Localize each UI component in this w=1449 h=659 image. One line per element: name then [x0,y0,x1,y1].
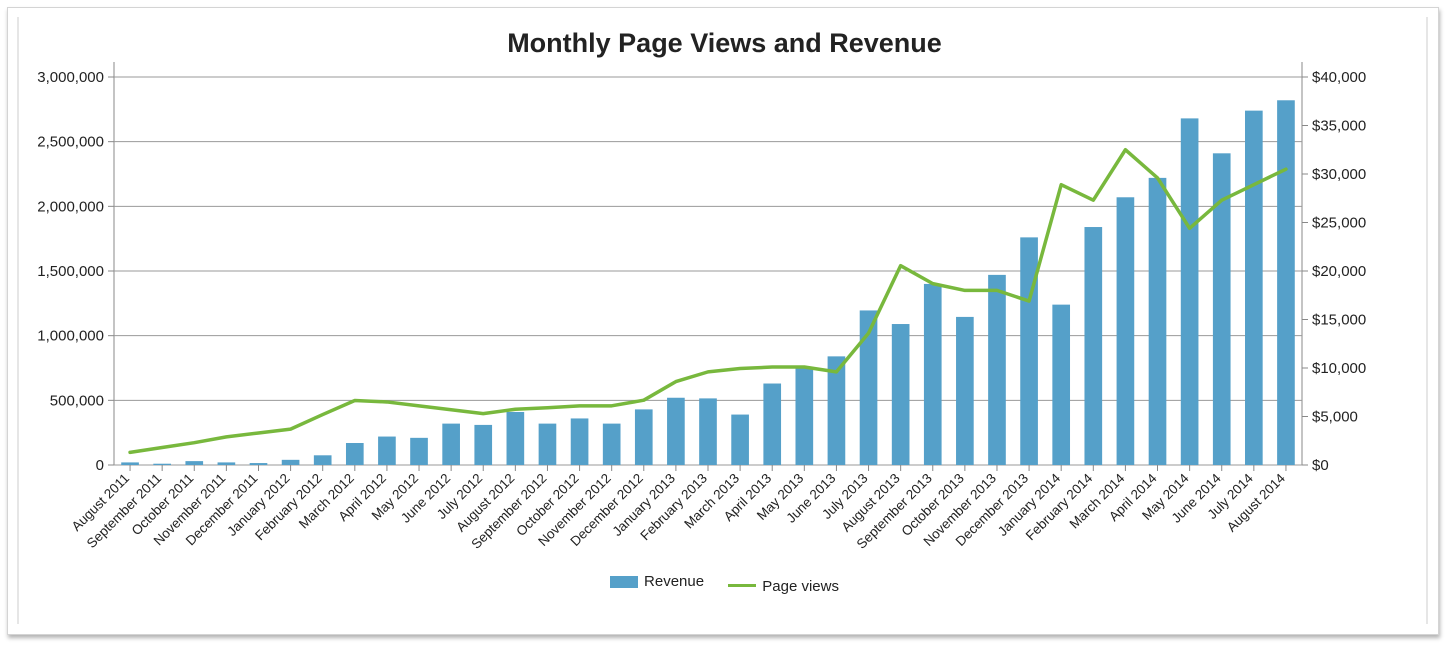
svg-text:$30,000: $30,000 [1312,166,1366,183]
svg-text:0: 0 [96,457,104,474]
svg-text:1,000,000: 1,000,000 [37,328,104,345]
svg-text:1,500,000: 1,500,000 [37,263,104,280]
svg-text:$5,000: $5,000 [1312,409,1358,426]
svg-text:$25,000: $25,000 [1312,215,1366,232]
svg-text:2,000,000: 2,000,000 [37,198,104,215]
svg-text:2,500,000: 2,500,000 [37,134,104,151]
svg-text:500,000: 500,000 [50,392,104,409]
svg-text:$15,000: $15,000 [1312,312,1366,329]
svg-text:$40,000: $40,000 [1312,69,1366,86]
svg-text:$20,000: $20,000 [1312,263,1366,280]
svg-text:3,000,000: 3,000,000 [37,69,104,86]
svg-text:$0: $0 [1312,457,1329,474]
svg-text:$35,000: $35,000 [1312,118,1366,135]
svg-text:$10,000: $10,000 [1312,360,1366,377]
